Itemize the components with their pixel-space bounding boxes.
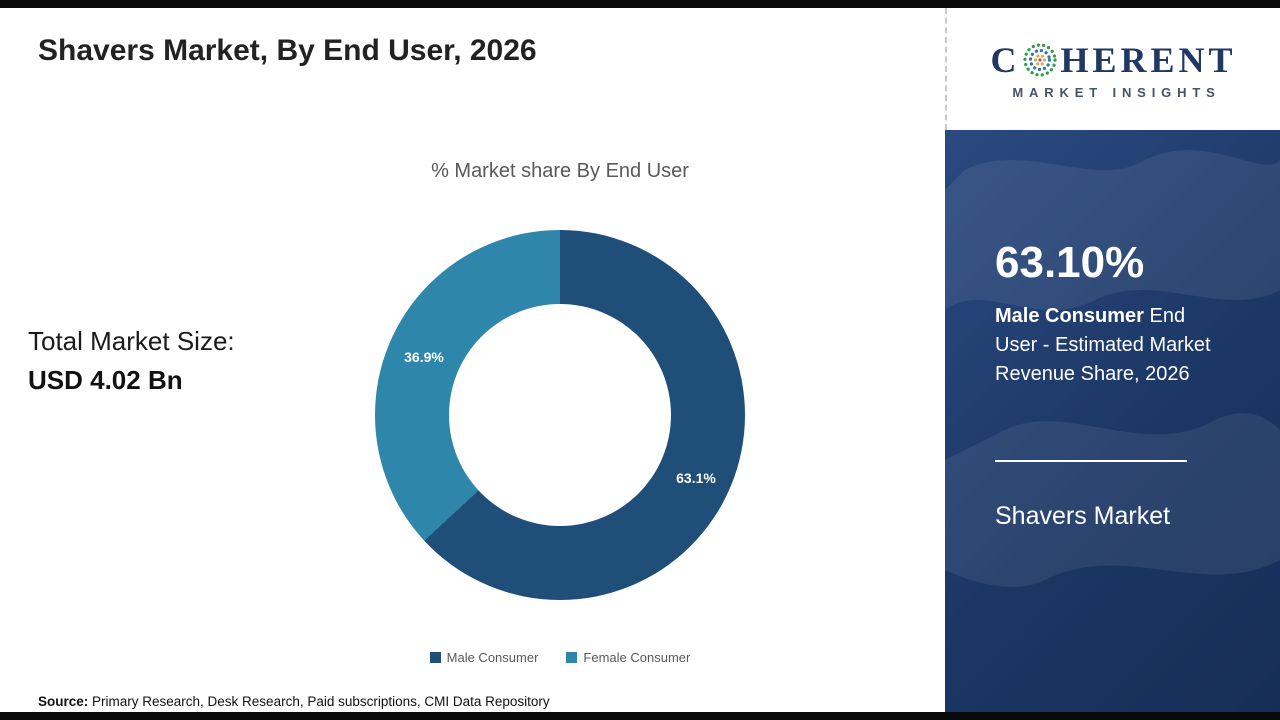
chart-title: % Market share By End User [431,160,689,182]
highlight-panel: 63.10% Male Consumer End User - Estimate… [945,130,1280,712]
source-text: Primary Research, Desk Research, Paid su… [88,694,550,709]
page-title: Shavers Market, By End User, 2026 [38,34,537,67]
globe-dots-icon [1023,42,1058,77]
brand-logo: C HERENT MARKET INSIGHTS [945,8,1280,130]
slice-label-male: 63.1% [676,470,716,486]
brand-logo-row: C HERENT [990,39,1236,81]
stat-description-rest: End User - Estimated Market Revenue Shar… [995,305,1211,385]
source-line: Source: Primary Research, Desk Research,… [38,694,550,709]
legend-swatch-female [566,652,578,663]
total-market-block: Total Market Size: USD 4.02 Bn [28,326,235,396]
divider-line [995,460,1187,462]
legend-item-male: Male Consumer [429,650,539,665]
world-map-texture [945,150,1280,587]
legend-swatch-male [429,652,441,663]
stat-description: Male Consumer End User - Estimated Marke… [995,302,1230,389]
source-label: Source: [38,694,89,709]
logo-letter-c: C [990,39,1021,80]
stat-description-bold: Male Consumer [995,305,1144,327]
legend-label-female: Female Consumer [583,650,691,665]
stat-value: 63.10% [995,238,1145,287]
bottom-border-bar [0,712,1280,720]
total-market-value: USD 4.02 Bn [28,365,183,395]
top-border-bar [0,0,1280,8]
total-market-label: Total Market Size: [28,326,235,356]
panel-footer-title: Shavers Market [995,502,1171,530]
legend-label-male: Male Consumer [446,650,539,665]
slice-label-female: 36.9% [404,349,444,365]
chart-legend: Male Consumer Female Consumer [300,650,820,665]
donut-chart: 36.9% 63.1% [375,230,745,600]
legend-item-female: Female Consumer [566,650,690,665]
donut-hole [449,304,671,526]
logo-letters-rest: HERENT [1060,39,1237,80]
logo-subtitle: MARKET INSIGHTS [1012,84,1221,100]
